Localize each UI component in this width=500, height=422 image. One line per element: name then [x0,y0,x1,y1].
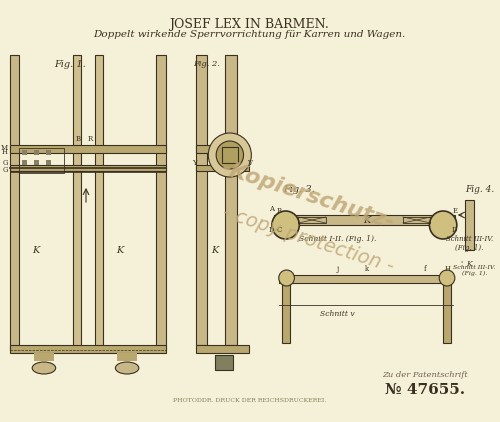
Bar [225,55,236,345]
Bar [10,145,166,153]
Text: G: G [2,166,8,174]
Text: Zu der Patentschrift: Zu der Patentschrift [382,371,468,379]
Text: A: A [269,205,274,213]
Text: JOSEF LEX IN BARMEN.: JOSEF LEX IN BARMEN. [170,18,330,31]
Bar [279,275,450,283]
Bar [443,283,451,343]
Bar [222,147,238,163]
Text: -Kopierschutz-: -Kopierschutz- [219,157,398,233]
Text: № 47655.: № 47655. [386,383,466,397]
Bar [196,345,250,353]
Text: - copy protection -: - copy protection - [220,203,396,277]
Bar [196,55,207,345]
Bar [282,283,290,343]
Bar [118,353,137,361]
Bar [10,55,20,350]
Bar [274,215,455,225]
Bar [10,145,166,153]
Text: Schnitt III-IV.
(Fig. 1).: Schnitt III-IV. (Fig. 1). [446,235,493,252]
Text: K: K [116,246,124,254]
Bar [10,345,166,353]
Bar [156,55,166,350]
Bar [74,55,81,350]
Circle shape [430,211,457,239]
Text: B: B [76,135,80,143]
Bar [196,345,250,353]
Text: D: D [268,226,274,234]
Bar [22,160,28,165]
Bar [74,55,81,350]
Bar [443,283,451,343]
Circle shape [279,270,294,286]
Bar [196,145,250,153]
Circle shape [208,133,252,177]
Bar [20,148,64,173]
Bar [215,355,233,370]
Bar [10,345,166,353]
Bar [34,160,39,165]
Bar [215,355,233,370]
Text: R: R [88,135,92,143]
Text: Fig. 1.: Fig. 1. [54,60,86,69]
Bar [196,55,207,345]
Bar [10,55,20,350]
Ellipse shape [32,362,56,374]
Text: Schnitt III-IV.
(Fig. 1).: Schnitt III-IV. (Fig. 1). [454,265,496,276]
Circle shape [439,270,455,286]
Bar [464,200,474,250]
Bar [464,200,474,250]
Text: Schnitt v: Schnitt v [320,310,355,318]
Text: ': ' [460,260,463,268]
Text: K: K [466,260,472,268]
Text: Schnitt I-II. (Fig. 1).: Schnitt I-II. (Fig. 1). [299,235,376,243]
Text: H: H [445,265,451,273]
Bar [225,55,236,345]
Bar [95,55,102,350]
Bar [279,275,450,283]
Text: PHOTODDR. DRUCK DER REICHSDRUCKEREI.: PHOTODDR. DRUCK DER REICHSDRUCKEREI. [172,398,326,403]
Bar [196,165,250,171]
Bar [196,145,250,153]
Bar [298,217,326,223]
Text: C: C [276,226,281,234]
Text: j: j [336,265,338,273]
Bar [10,165,166,171]
Text: E: E [452,207,458,215]
Bar [46,160,51,165]
Text: Y: Y [192,159,196,167]
Bar [22,150,28,155]
Text: Fig. 4.: Fig. 4. [464,185,494,194]
Bar [274,215,455,225]
Text: V: V [248,159,252,167]
Text: G: G [2,159,8,167]
Bar [196,165,250,171]
Ellipse shape [116,362,139,374]
Text: D: D [452,226,458,234]
Bar [34,150,39,155]
Circle shape [272,211,299,239]
Text: M: M [0,144,7,152]
Text: B: B [276,207,281,215]
Circle shape [216,141,244,169]
Text: Doppelt wirkende Sperrvorrichtung für Karren und Wagen.: Doppelt wirkende Sperrvorrichtung für Ka… [94,30,406,39]
Text: H: H [2,148,8,156]
Text: Fig. 2.: Fig. 2. [192,60,220,68]
Text: k: k [364,265,369,273]
Text: K: K [212,246,219,254]
Bar [10,165,166,171]
Bar [95,55,102,350]
Text: K: K [32,246,40,254]
Bar [282,283,290,343]
Bar [34,353,54,361]
Bar [403,217,430,223]
Text: K: K [363,216,370,225]
Bar [46,150,51,155]
Text: f: f [424,265,427,273]
Bar [156,55,166,350]
Text: Fig. 3.: Fig. 3. [284,185,316,194]
